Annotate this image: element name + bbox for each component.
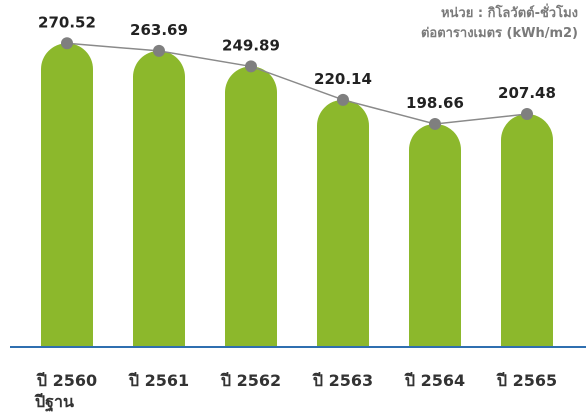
trend-line [66, 42, 528, 125]
unit-label-line-1: หน่วย : กิโลวัตต์-ชั่วโมง [440, 6, 578, 21]
bar-5 [409, 123, 461, 373]
value-labels-group: 270.52 263.69 249.89 220.14 198.66 207.48 [38, 13, 556, 112]
x-tick-label-3: ปี 2562 [219, 371, 281, 390]
x-tick-label-1: ปี 2560 [35, 371, 97, 390]
value-label-3: 249.89 [222, 36, 280, 54]
points-group [61, 37, 533, 130]
data-point-3 [245, 60, 257, 73]
value-label-1: 270.52 [38, 13, 96, 31]
x-tick-label-6: ปี 2565 [495, 371, 557, 390]
bar-6 [501, 114, 553, 373]
value-label-2: 263.69 [130, 21, 188, 39]
x-tick-sublabel-1: ปีฐาน [34, 392, 74, 412]
x-tick-label-5: ปี 2564 [403, 371, 465, 390]
data-point-4 [337, 93, 349, 106]
value-label-5: 198.66 [406, 94, 464, 112]
bar-1 [41, 43, 93, 374]
baseline-mask [0, 348, 586, 408]
data-point-6 [521, 108, 533, 121]
unit-label-line-2: ต่อตารางเมตร (kWh/m2) [420, 26, 578, 41]
unit-label: หน่วย : กิโลวัตต์-ชั่วโมง ต่อตารางเมตร (… [421, 4, 578, 44]
data-point-1 [61, 37, 73, 50]
bars-group [0, 43, 586, 408]
data-point-5 [429, 117, 441, 130]
bar-4 [317, 99, 369, 374]
data-point-2 [153, 44, 165, 57]
x-tick-label-4: ปี 2563 [311, 371, 373, 390]
value-label-6: 207.48 [498, 84, 556, 102]
bar-3 [225, 66, 277, 373]
value-label-4: 220.14 [314, 70, 372, 88]
x-tick-label-2: ปี 2561 [127, 371, 189, 390]
bar-2 [133, 50, 185, 374]
x-tick-labels-group: ปี 2560 ปีฐาน ปี 2561 ปี 2562 ปี 2563 ปี 2564… [34, 371, 558, 412]
